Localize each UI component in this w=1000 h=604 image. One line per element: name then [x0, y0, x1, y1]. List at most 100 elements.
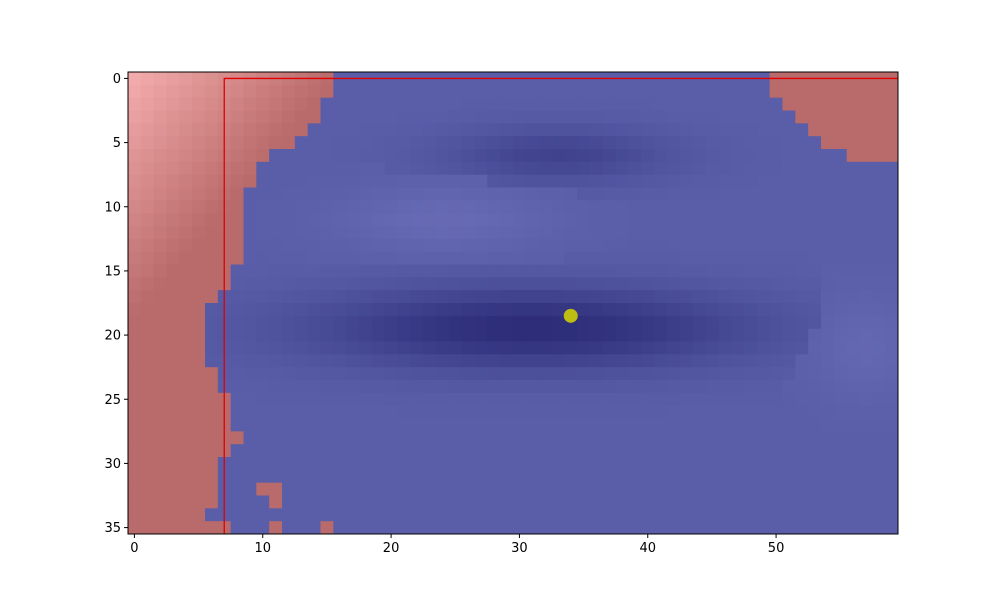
heatmap-cell-inside [731, 470, 744, 483]
heatmap-cell-inside [449, 111, 462, 124]
heatmap-cell-inside [808, 380, 821, 393]
heatmap-cell-inside [539, 277, 552, 290]
heatmap-cell-inside [629, 457, 642, 470]
heatmap-cell-inside [641, 329, 654, 342]
heatmap-cell-inside [616, 265, 629, 278]
heatmap-cell-inside [718, 265, 731, 278]
heatmap-cell-inside [847, 354, 860, 367]
heatmap-cell-inside [423, 123, 436, 136]
heatmap-cell-inside [885, 226, 898, 239]
heatmap-cell-inside [667, 290, 680, 303]
heatmap-cell-outside [295, 111, 308, 124]
heatmap-cell-inside [385, 290, 398, 303]
heatmap-cell-inside [475, 239, 488, 252]
heatmap-cell-outside [141, 239, 154, 252]
heatmap-cell-outside [128, 85, 141, 98]
heatmap-cell-outside [128, 393, 141, 406]
heatmap-cell-inside [244, 457, 257, 470]
heatmap-cell-inside [885, 521, 898, 534]
heatmap-cell-inside [641, 393, 654, 406]
heatmap-cell-inside [667, 162, 680, 175]
heatmap-cell-inside [680, 342, 693, 355]
heatmap-cell-inside [359, 419, 372, 432]
heatmap-cell-inside [333, 200, 346, 213]
heatmap-cell-inside [590, 354, 603, 367]
heatmap-cell-inside [795, 316, 808, 329]
heatmap-cell-inside [564, 367, 577, 380]
heatmap-cell-outside [244, 136, 257, 149]
heatmap-cell-inside [487, 136, 500, 149]
heatmap-cell-inside [706, 226, 719, 239]
heatmap-cell-inside [795, 123, 808, 136]
heatmap-cell-inside [423, 188, 436, 201]
heatmap-cell-inside [590, 277, 603, 290]
heatmap-cell-inside [616, 342, 629, 355]
heatmap-cell-inside [346, 406, 359, 419]
heatmap-cell-outside [167, 444, 180, 457]
heatmap-cell-outside [141, 226, 154, 239]
heatmap-cell-inside [423, 393, 436, 406]
heatmap-cell-inside [244, 329, 257, 342]
heatmap-cell-inside [718, 521, 731, 534]
heatmap-cell-inside [564, 483, 577, 496]
heatmap-cell-inside [333, 406, 346, 419]
heatmap-cell-inside [333, 239, 346, 252]
heatmap-cell-outside [192, 252, 205, 265]
heatmap-cell-inside [410, 354, 423, 367]
heatmap-cell-inside [795, 252, 808, 265]
heatmap-cell-inside [500, 406, 513, 419]
heatmap-cell-inside [410, 98, 423, 111]
heatmap-cell-inside [795, 406, 808, 419]
heatmap-cell-inside [847, 239, 860, 252]
heatmap-cell-inside [757, 277, 770, 290]
heatmap-cell-outside [128, 123, 141, 136]
heatmap-cell-outside [154, 496, 167, 509]
heatmap-cell-inside [475, 226, 488, 239]
heatmap-cell-inside [282, 213, 295, 226]
heatmap-cell-outside [295, 98, 308, 111]
heatmap-cell-inside [821, 393, 834, 406]
heatmap-cell-inside [654, 136, 667, 149]
heatmap-cell-inside [436, 496, 449, 509]
heatmap-cell-inside [539, 98, 552, 111]
heatmap-cell-inside [860, 175, 873, 188]
heatmap-cell-inside [500, 252, 513, 265]
heatmap-cell-inside [577, 162, 590, 175]
heatmap-cell-inside [398, 393, 411, 406]
heatmap-cell-inside [244, 213, 257, 226]
heatmap-cell-inside [654, 457, 667, 470]
heatmap-cell-inside [564, 277, 577, 290]
heatmap-cell-inside [295, 380, 308, 393]
heatmap-cell-outside [872, 85, 885, 98]
heatmap-cell-inside [385, 406, 398, 419]
heatmap-cell-inside [629, 303, 642, 316]
heatmap-cell-outside [154, 329, 167, 342]
heatmap-cell-inside [436, 303, 449, 316]
heatmap-cell-inside [744, 200, 757, 213]
heatmap-cell-inside [308, 508, 321, 521]
heatmap-cell-inside [693, 188, 706, 201]
heatmap-cell-inside [269, 188, 282, 201]
heatmap-cell-inside [680, 444, 693, 457]
heatmap-cell-inside [333, 175, 346, 188]
heatmap-cell-inside [795, 483, 808, 496]
heatmap-cell-inside [667, 303, 680, 316]
heatmap-cell-inside [847, 188, 860, 201]
heatmap-cell-inside [577, 508, 590, 521]
heatmap-cell-inside [398, 316, 411, 329]
heatmap-cell-inside [744, 98, 757, 111]
heatmap-cell-inside [513, 265, 526, 278]
heatmap-cell-outside [179, 393, 192, 406]
heatmap-cell-inside [423, 252, 436, 265]
heatmap-cell-outside [231, 188, 244, 201]
heatmap-cell-inside [564, 431, 577, 444]
heatmap-cell-inside [834, 303, 847, 316]
heatmap-cell-inside [680, 354, 693, 367]
heatmap-cell-inside [667, 149, 680, 162]
heatmap-cell-inside [706, 508, 719, 521]
heatmap-cell-inside [449, 98, 462, 111]
heatmap-cell-inside [757, 393, 770, 406]
heatmap-cell-inside [718, 470, 731, 483]
heatmap-cell-outside [154, 393, 167, 406]
heatmap-cell-inside [282, 367, 295, 380]
